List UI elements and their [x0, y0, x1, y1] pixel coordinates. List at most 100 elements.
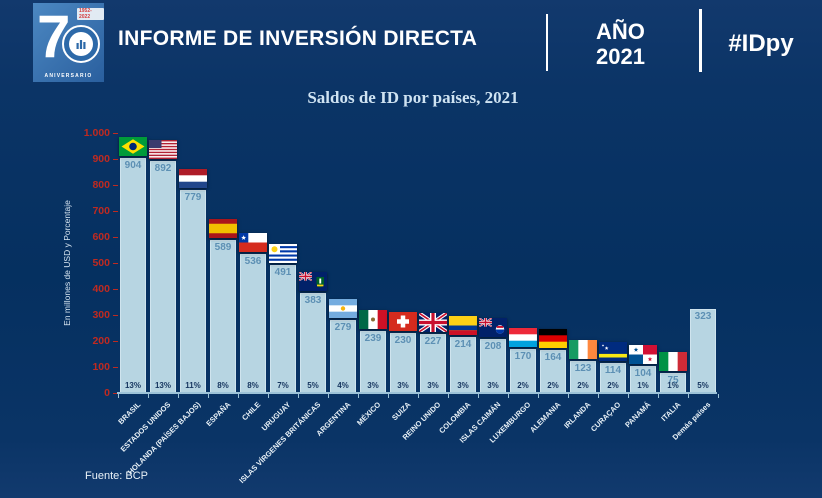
- x-tick-mark: [358, 394, 359, 398]
- bar-percent-label: 2%: [607, 381, 619, 390]
- x-tick-mark: [298, 394, 299, 398]
- bar: [510, 349, 536, 393]
- bar: [360, 331, 386, 393]
- bar-percent-label: 3%: [487, 381, 499, 390]
- year-label: AÑO: [596, 19, 645, 44]
- bar-percent-label: 8%: [217, 381, 229, 390]
- bar-percent-label: 13%: [124, 381, 141, 390]
- bar-value-label: 589: [214, 242, 232, 253]
- bar: [240, 254, 266, 393]
- bar-percent-label: 2%: [517, 381, 529, 390]
- report-title: INFORME DE INVERSIÓN DIRECTA: [118, 27, 478, 50]
- x-tick-mark: [478, 394, 479, 398]
- y-tick-mark: [113, 392, 118, 394]
- x-tick-mark: [388, 394, 389, 398]
- y-tick-label: 400: [92, 282, 110, 295]
- bar: [300, 293, 326, 393]
- bar-percent-label: 2%: [547, 381, 559, 390]
- y-tick-label: 100: [92, 360, 110, 373]
- flag-netherlands-icon: [179, 169, 207, 188]
- bar-value-label: 114: [604, 365, 622, 376]
- y-tick-label: 900: [92, 152, 110, 165]
- bar-value-label: 104: [634, 368, 652, 379]
- x-tick-mark: [598, 394, 599, 398]
- bar-percent-label: 4%: [337, 381, 349, 390]
- y-tick-mark: [113, 184, 118, 186]
- bar-value-label: 75: [667, 375, 679, 386]
- bar-percent-label: 13%: [154, 381, 171, 390]
- flag-uk-icon: [419, 313, 447, 332]
- bar: [570, 361, 596, 393]
- bcp-seal-icon: [62, 25, 100, 63]
- bar-percent-label: 3%: [457, 381, 469, 390]
- y-tick-label: 700: [92, 204, 110, 217]
- y-tick-mark: [113, 262, 118, 264]
- flag-brazil-icon: [119, 137, 147, 156]
- bar-value-label: 239: [364, 333, 382, 344]
- logo-years-label: 1952-2022: [77, 8, 104, 20]
- bar-value-label: 164: [544, 352, 562, 363]
- bar: [600, 363, 626, 393]
- bar-percent-label: 2%: [577, 381, 589, 390]
- flag-curacao-icon: [599, 342, 627, 361]
- y-tick-mark: [113, 236, 118, 238]
- flag-colombia-icon: [449, 316, 477, 335]
- bar-value-label: 279: [334, 322, 352, 333]
- x-tick-mark: [238, 394, 239, 398]
- bar: [120, 158, 146, 393]
- flag-germany-icon: [539, 329, 567, 348]
- bar-value-label: 214: [454, 339, 472, 350]
- logo-anniversary-label: ANIVERSARIO: [44, 73, 93, 79]
- bar-percent-label: 3%: [427, 381, 439, 390]
- header-divider: [699, 9, 702, 72]
- bar: [690, 309, 716, 393]
- hashtag-label: #IDpy: [728, 30, 794, 57]
- flag-ireland-icon: [569, 340, 597, 359]
- bar-percent-label: 7%: [277, 381, 289, 390]
- y-tick-mark: [113, 288, 118, 290]
- y-tick-mark: [113, 366, 118, 368]
- bar: [180, 190, 206, 393]
- bar-value-label: 779: [184, 192, 202, 203]
- bar-percent-label: 5%: [697, 381, 709, 390]
- bar-value-label: 904: [124, 160, 142, 171]
- bar-value-label: 227: [424, 336, 442, 347]
- bar: [450, 337, 476, 393]
- x-axis-line: [117, 392, 717, 394]
- bar-percent-label: 11%: [185, 381, 201, 390]
- x-tick-mark: [448, 394, 449, 398]
- chart-title: Saldos de ID por países, 2021: [307, 88, 519, 107]
- bar-percent-label: 1%: [637, 381, 649, 390]
- flag-uruguay-icon: [269, 244, 297, 263]
- y-tick-mark: [113, 132, 118, 134]
- bar: [150, 161, 176, 393]
- flag-switzerland-icon: [389, 312, 417, 331]
- bar-percent-label: 1%: [667, 381, 679, 390]
- flag-chile-icon: [239, 233, 267, 252]
- y-tick-label: 600: [92, 230, 110, 243]
- bar: [540, 350, 566, 393]
- y-tick-mark: [113, 158, 118, 160]
- bar: [390, 333, 416, 393]
- y-tick-label: 800: [92, 178, 110, 191]
- bar-value-label: 536: [244, 256, 262, 267]
- x-tick-mark: [628, 394, 629, 398]
- x-tick-mark: [328, 394, 329, 398]
- bar-value-label: 383: [304, 295, 322, 306]
- flag-bvi-icon: [299, 272, 327, 291]
- bar-value-label: 892: [154, 163, 172, 174]
- bar-value-label: 170: [514, 351, 532, 362]
- y-tick-mark: [113, 210, 118, 212]
- x-tick-mark: [508, 394, 509, 398]
- x-tick-mark: [568, 394, 569, 398]
- bar-value-label: 323: [694, 311, 712, 322]
- bar-value-label: 208: [484, 341, 502, 352]
- y-tick-label: 200: [92, 334, 110, 347]
- bar-value-label: 491: [274, 267, 292, 278]
- flag-mexico-icon: [359, 310, 387, 329]
- bar: [330, 320, 356, 393]
- bar-value-label: 123: [574, 363, 592, 374]
- x-tick-mark: [418, 394, 419, 398]
